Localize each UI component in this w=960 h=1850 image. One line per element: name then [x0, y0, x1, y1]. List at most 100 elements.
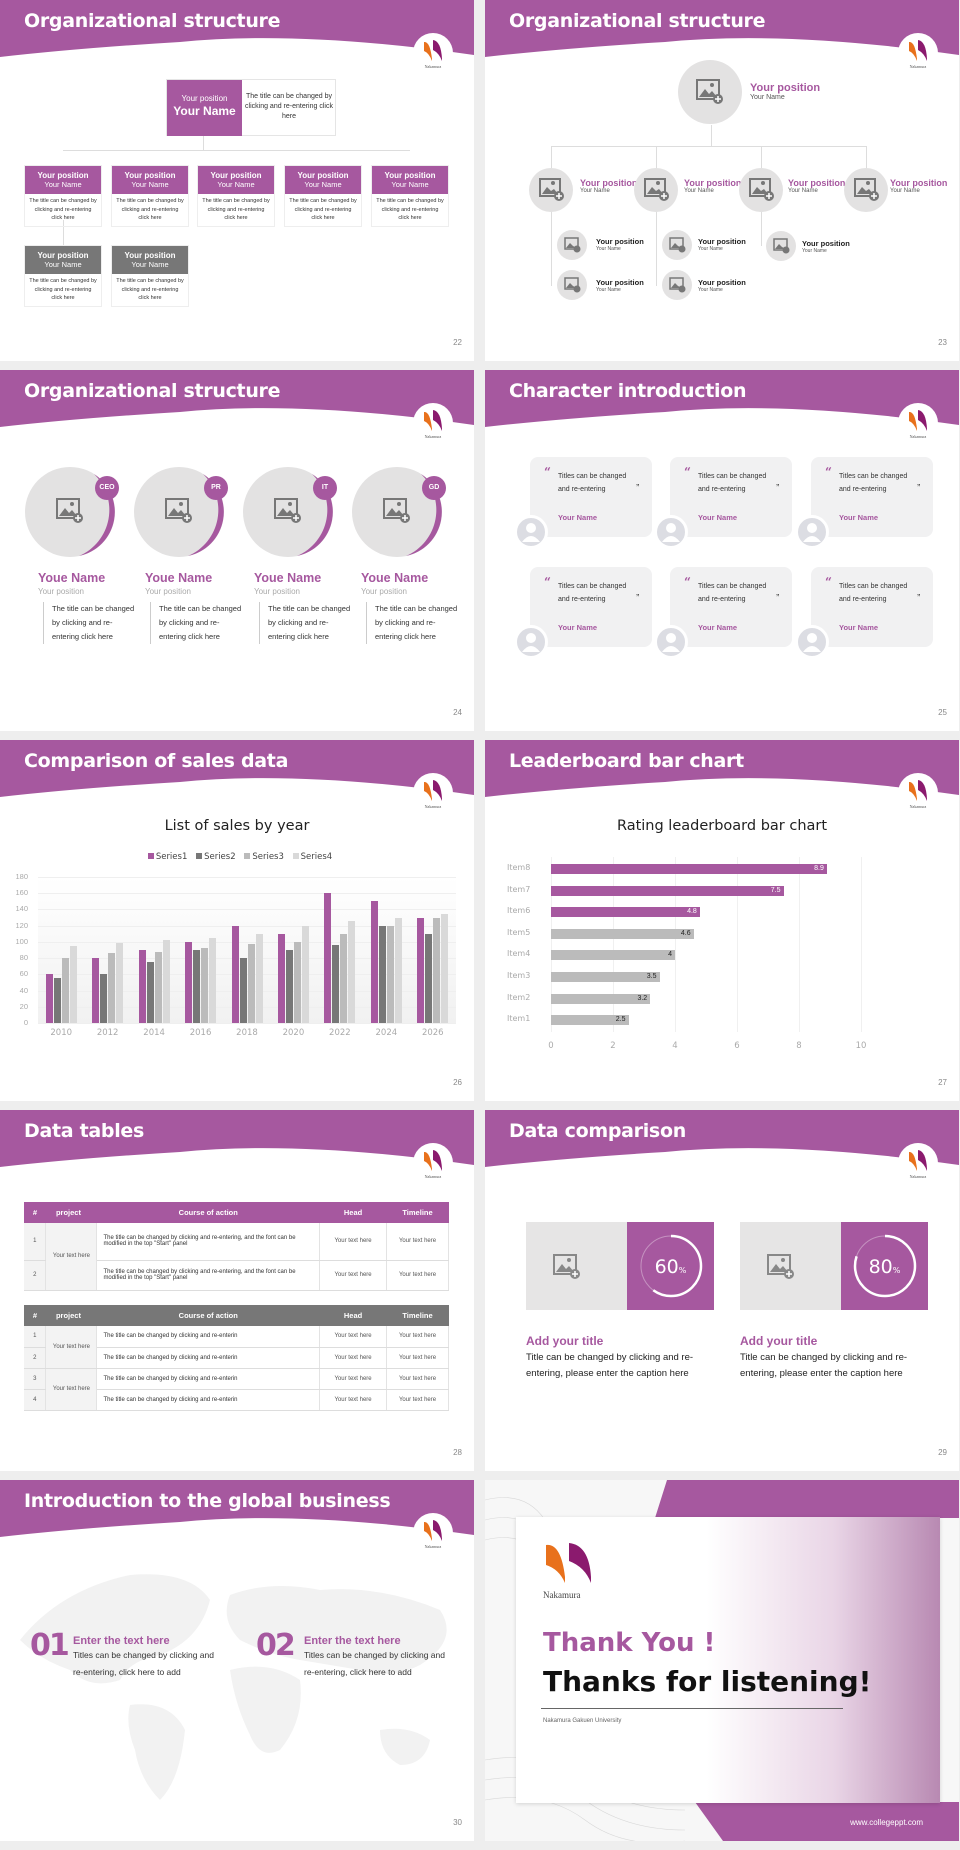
member-card[interactable]: GD: [351, 466, 451, 666]
action-cell: The title can be changed by clicking and…: [96, 1260, 321, 1291]
name-label: Your Name: [44, 260, 82, 269]
member-card[interactable]: PR: [133, 466, 233, 666]
position-label: Your position: [750, 82, 821, 94]
divider: [541, 1708, 843, 1709]
photo-placeholder[interactable]: [634, 168, 678, 212]
role-badge: GD: [422, 476, 446, 500]
slide-26[interactable]: Comparison of sales data Nakamura List o…: [0, 740, 474, 1101]
website-link[interactable]: www.collegeppt.com: [850, 1818, 923, 1827]
name-label: Your Name: [217, 180, 255, 189]
gridline: [38, 1023, 456, 1024]
user-avatar-icon[interactable]: [514, 515, 548, 549]
timeline-cell: Your text here: [386, 1368, 449, 1390]
quote-card[interactable]: “ Titles can be changed and re-entering ” Y…: [811, 567, 933, 647]
position-box[interactable]: Your position Your Name The title can be …: [197, 165, 275, 227]
open-quote-icon: “: [684, 465, 691, 479]
x-tick-label: 2022: [329, 1028, 351, 1038]
member-description: The title can be changed by clicking and…: [150, 602, 245, 644]
quote-card[interactable]: “ Titles can be changed and re-entering ” Y…: [530, 567, 652, 647]
add-image-icon: [564, 277, 581, 293]
quote-card[interactable]: “ Titles can be changed and re-entering ” Y…: [811, 457, 933, 537]
member-card[interactable]: IT: [242, 466, 342, 666]
gridline: [38, 941, 456, 943]
photo-placeholder-small[interactable]: [766, 231, 796, 261]
position-label-group: Your position Your Name: [684, 178, 741, 194]
slide-header: Organizational structure: [485, 0, 959, 60]
photo-placeholder-small[interactable]: [557, 230, 587, 260]
percent-panel: 60%: [627, 1222, 714, 1310]
position-label: Your position: [210, 171, 262, 180]
slide-23[interactable]: Organizational structure Nakamura Your p…: [485, 0, 959, 361]
gridline: [38, 877, 456, 878]
slide-28[interactable]: Data tables Nakamura # project Course of…: [0, 1110, 474, 1471]
quote-card[interactable]: “ Titles can be changed and re-entering ” Y…: [530, 457, 652, 537]
image-placeholder[interactable]: [526, 1222, 627, 1310]
photo-placeholder[interactable]: [529, 168, 573, 212]
bar: [138, 950, 146, 1023]
member-card[interactable]: CEO: [24, 466, 124, 666]
add-image-icon: [696, 79, 723, 104]
slide-27[interactable]: Leaderboard bar chart Nakamura Rating le…: [485, 740, 959, 1101]
slide-29[interactable]: Data comparison Nakamura 60% 80% Add you…: [485, 1110, 959, 1471]
box-description: The title can be changed by clicking and…: [376, 198, 444, 221]
position-box[interactable]: Your position Your Name The title can be …: [371, 165, 449, 227]
photo-placeholder[interactable]: [739, 168, 783, 212]
quote-author: Your Name: [558, 513, 598, 522]
role-badge: PR: [204, 476, 228, 500]
item-description: Title can be changed by clicking and re-…: [526, 1352, 694, 1379]
project-cell: Your text here: [45, 1368, 98, 1411]
top-position-box[interactable]: Your position Your Name The title can be…: [166, 79, 336, 136]
x-tick-label: 2024: [375, 1028, 398, 1038]
member-info: Youe Name Your position The title can be…: [38, 571, 138, 644]
position-label: Your position: [37, 251, 89, 260]
member-position: Your position: [145, 587, 191, 596]
action-cell: The title can be changed by clicking and…: [96, 1347, 321, 1369]
row-number: 2: [24, 1260, 47, 1291]
image-placeholder[interactable]: [740, 1222, 841, 1310]
position-label: Your position: [788, 178, 846, 188]
connector-line: [656, 146, 657, 286]
position-box[interactable]: Your position Your Name The title can be …: [111, 165, 189, 227]
page-number: 28: [453, 1448, 462, 1457]
data-label: 3.5: [646, 973, 657, 980]
photo-placeholder[interactable]: [678, 60, 742, 124]
slide-31-thank-you[interactable]: Nakamura Thank You ! Thanks for listenin…: [485, 1480, 959, 1841]
y-tick-label: 40: [19, 985, 28, 995]
position-box[interactable]: Your position Your Name The title can be …: [284, 165, 362, 227]
slide-22[interactable]: Organizational structure Nakamura Your p…: [0, 0, 474, 361]
slide-30[interactable]: Introduction to the global business Naka…: [0, 1480, 474, 1841]
quote-card[interactable]: “ Titles can be changed and re-entering ” Y…: [670, 567, 792, 647]
photo-placeholder-small[interactable]: [662, 270, 692, 300]
name-label: Your Name: [802, 248, 827, 254]
quote-card[interactable]: “ Titles can be changed and re-entering ” Y…: [670, 457, 792, 537]
slide-header: Character introduction: [485, 370, 959, 430]
photo-placeholder-small[interactable]: [557, 270, 587, 300]
name-label: Your Name: [890, 188, 920, 194]
position-box[interactable]: Your position Your Name The title can be …: [24, 165, 102, 227]
slide-title: Organizational structure: [24, 380, 281, 402]
slide-24[interactable]: Organizational structure Nakamura CEO PR…: [0, 370, 474, 731]
bar: [92, 958, 100, 1023]
user-avatar-icon[interactable]: [795, 625, 829, 659]
slide-25[interactable]: Character introduction Nakamura “ Titles …: [485, 370, 959, 731]
bar: [61, 958, 69, 1023]
user-avatar-icon[interactable]: [514, 625, 548, 659]
gridline: [38, 909, 456, 911]
timeline-cell: Your text here: [386, 1347, 449, 1369]
logo-text: Nakamura: [909, 804, 927, 809]
data-label: 8.9: [814, 865, 824, 872]
column-header: #: [32, 1208, 38, 1217]
user-avatar-icon[interactable]: [654, 515, 688, 549]
photo-placeholder-small[interactable]: [662, 230, 692, 260]
bar: [162, 940, 170, 1023]
percent-panel: 80%: [841, 1222, 928, 1310]
position-label-group: Your position Your Name: [596, 237, 644, 252]
column-header: Timeline: [402, 1208, 433, 1217]
user-avatar-icon[interactable]: [654, 625, 688, 659]
user-avatar-icon[interactable]: [795, 515, 829, 549]
thanks-subheading: Thanks for listening!: [543, 1665, 872, 1698]
position-box[interactable]: Your position Your Name The title can be …: [24, 245, 102, 307]
add-image-icon: [669, 237, 686, 253]
photo-placeholder[interactable]: [844, 168, 888, 212]
position-box[interactable]: Your position Your Name The title can be …: [111, 245, 189, 307]
